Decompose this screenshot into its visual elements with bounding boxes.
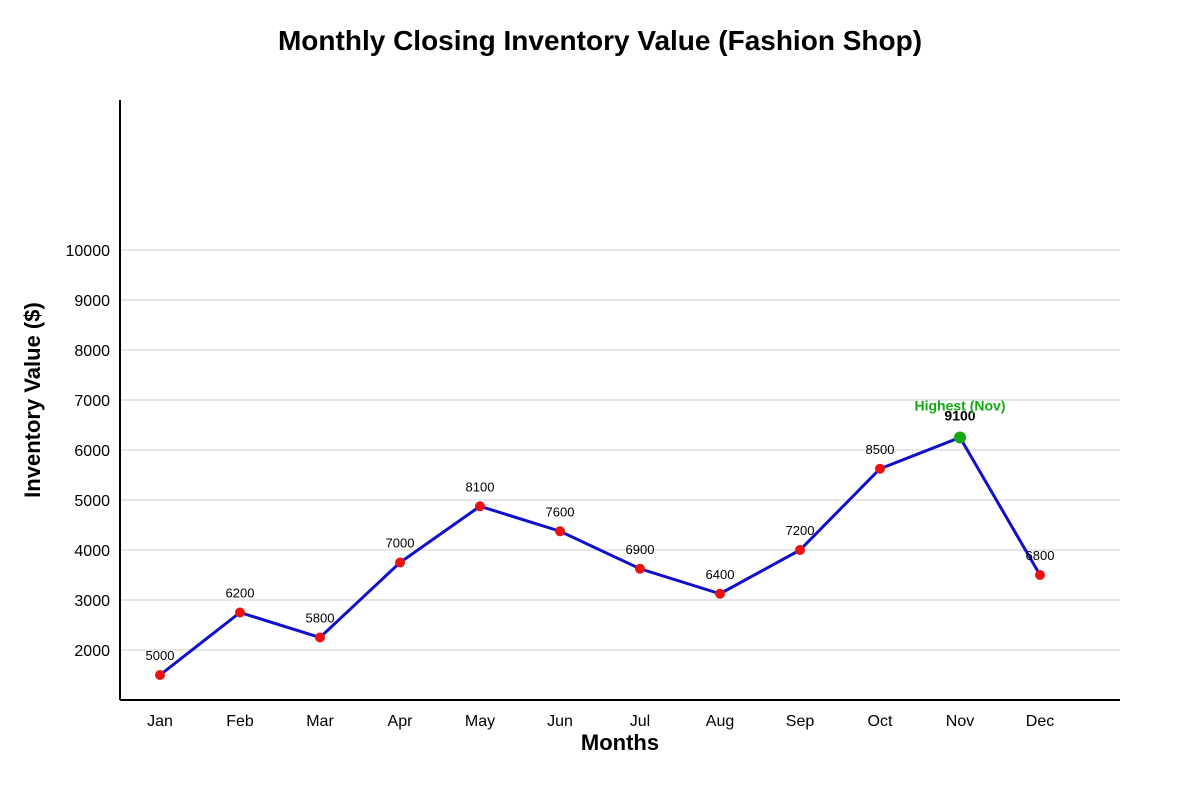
data-labels: 5000 6200 5800 7000 8100 7600 6900 6400 7200 8500…	[146, 408, 1055, 664]
x-tick-label: Jun	[547, 713, 573, 730]
data-label: 8500	[866, 442, 895, 457]
y-tick-label: 7000	[74, 393, 110, 410]
data-point	[235, 607, 245, 618]
y-tick-label: 9000	[74, 293, 110, 310]
data-label: 5000	[146, 648, 175, 663]
y-tick-label: 5000	[74, 493, 110, 510]
x-tick-label: Mar	[306, 713, 334, 730]
highlight-annotation: Highest (Nov)	[915, 398, 1006, 414]
x-axis-title: Months	[581, 730, 659, 755]
data-point	[395, 557, 405, 568]
data-point	[875, 463, 885, 474]
data-label: 7000	[386, 536, 415, 551]
x-tick-label: Feb	[226, 713, 254, 730]
y-tick-label: 10000	[66, 243, 111, 260]
x-tick-label: Dec	[1026, 713, 1054, 730]
x-tick-label: Apr	[388, 713, 414, 730]
data-point	[715, 588, 725, 599]
x-tick-label: Oct	[868, 713, 893, 730]
x-tick-label: Jan	[147, 713, 173, 730]
data-label: 6800	[1026, 548, 1055, 563]
data-point	[795, 545, 805, 555]
data-points	[155, 431, 1045, 680]
x-tick-label: Sep	[786, 713, 815, 730]
y-tick-label: 3000	[74, 593, 110, 610]
data-point	[1035, 570, 1045, 580]
y-tick-label: 8000	[74, 343, 110, 360]
grid-lines	[120, 249, 1120, 651]
data-label: 8100	[466, 479, 495, 494]
data-point	[635, 563, 645, 574]
series-line	[159, 435, 1042, 677]
data-point	[155, 670, 165, 680]
data-point	[315, 632, 325, 643]
y-tick-label: 4000	[74, 543, 110, 560]
data-label: 7600	[546, 504, 575, 519]
data-label: 7200	[786, 523, 815, 538]
chart-title: Monthly Closing Inventory Value (Fashion…	[278, 25, 922, 56]
data-label: 6200	[226, 586, 255, 601]
x-tick-label: May	[465, 713, 495, 730]
x-tick-label: Nov	[946, 713, 974, 730]
x-tick-label: Jul	[630, 713, 650, 730]
y-axis-title: Inventory Value ($)	[20, 302, 45, 498]
data-point-highlight	[954, 431, 966, 444]
data-label: 5800	[306, 611, 335, 626]
data-label: 6400	[706, 567, 735, 582]
y-tick-label: 6000	[74, 443, 110, 460]
data-point	[475, 501, 485, 512]
y-tick-label: 2000	[74, 643, 110, 660]
data-label: 6900	[626, 542, 655, 557]
data-label: 9100	[944, 408, 975, 424]
x-tick-labels: Jan Feb Mar Apr May Jun Jul Aug Sep Oct Nov Dec	[147, 713, 1054, 730]
y-tick-labels: 2000 3000 4000 5000 6000 7000 8000 9000 10000	[66, 243, 111, 660]
x-tick-label: Aug	[706, 713, 734, 730]
data-point	[555, 526, 565, 537]
